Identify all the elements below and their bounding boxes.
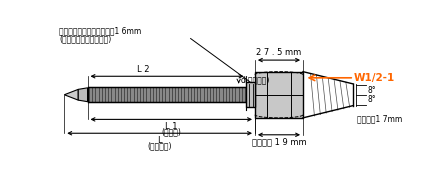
Text: ねじ深さ 1 9 mm: ねじ深さ 1 9 mm [252,137,306,146]
Text: L 2: L 2 [137,65,150,74]
Text: W1/2-1: W1/2-1 [353,73,394,83]
Text: 六角対辺1 7mm: 六角対辺1 7mm [357,115,403,124]
Text: ボンデッドワッシャー外径1 6mm: ボンデッドワッシャー外径1 6mm [59,26,141,35]
Text: (首下長さ): (首下長さ) [147,141,172,150]
Text: d(ネジ外径): d(ネジ外径) [240,76,270,85]
Text: (ドリル＋不完全ネジ部): (ドリル＋不完全ネジ部) [59,34,111,43]
Text: L 1: L 1 [165,122,177,131]
Bar [88,87,246,102]
Text: (ネジ鈃): (ネジ鈃) [161,127,181,136]
Text: 8°: 8° [367,95,376,104]
Bar [255,72,303,118]
Polygon shape [78,88,88,102]
Text: 2 7 . 5 mm: 2 7 . 5 mm [257,48,301,57]
Polygon shape [64,89,78,100]
Text: L: L [158,136,162,145]
Bar [246,82,255,107]
Text: 8°: 8° [367,86,376,95]
